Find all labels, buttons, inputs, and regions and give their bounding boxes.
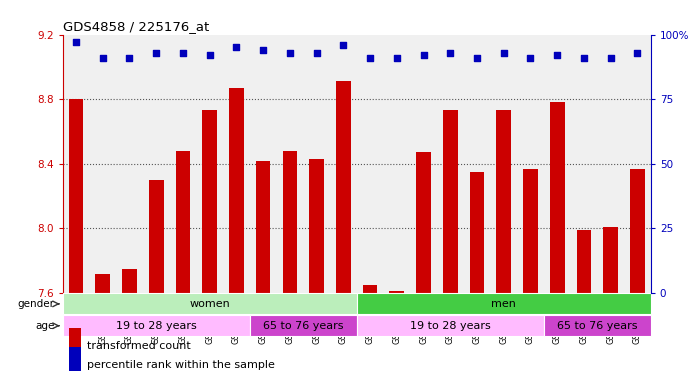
Bar	[630, 169, 644, 293]
Point	[471, 55, 482, 61]
Bar	[283, 151, 297, 293]
Point	[150, 50, 161, 56]
Point	[391, 55, 402, 61]
Bar	[356, 315, 544, 336]
Bar	[550, 103, 564, 293]
Bar	[63, 293, 356, 314]
Point	[632, 50, 643, 56]
Text: percentile rank within the sample: percentile rank within the sample	[87, 359, 275, 370]
Bar	[229, 88, 244, 293]
Point	[124, 55, 135, 61]
Point	[418, 52, 429, 58]
Bar	[95, 273, 110, 293]
Bar	[250, 315, 357, 336]
Point	[204, 52, 215, 58]
Bar	[309, 159, 324, 293]
Text: transformed count: transformed count	[87, 341, 191, 351]
Point	[258, 47, 269, 53]
Point	[231, 45, 242, 51]
Point	[284, 50, 295, 56]
Text: GDS4858 / 225176_at: GDS4858 / 225176_at	[63, 20, 209, 33]
Point	[97, 55, 109, 61]
Point	[338, 42, 349, 48]
Bar	[356, 293, 651, 314]
Point	[578, 55, 590, 61]
Point	[311, 50, 322, 56]
Point	[177, 50, 189, 56]
Bar	[443, 111, 457, 293]
Bar	[363, 285, 377, 293]
Bar	[175, 151, 190, 293]
Text: 19 to 28 years: 19 to 28 years	[410, 321, 491, 331]
Bar	[256, 161, 271, 293]
Point	[605, 55, 616, 61]
Bar	[63, 315, 250, 336]
Text: 65 to 76 years: 65 to 76 years	[557, 321, 638, 331]
Text: 65 to 76 years: 65 to 76 years	[263, 321, 344, 331]
Bar	[68, 328, 81, 352]
Bar	[69, 99, 84, 293]
Point	[498, 50, 509, 56]
Point	[365, 55, 376, 61]
Text: 19 to 28 years: 19 to 28 years	[116, 321, 196, 331]
Bar	[390, 291, 404, 293]
Bar	[149, 180, 164, 293]
Point	[445, 50, 456, 56]
Bar	[122, 269, 137, 293]
Bar	[523, 169, 538, 293]
Bar	[68, 347, 81, 371]
Text: gender: gender	[17, 299, 54, 309]
Bar	[544, 315, 651, 336]
Point	[552, 52, 563, 58]
Bar	[470, 172, 484, 293]
Bar	[496, 111, 511, 293]
Bar	[336, 81, 351, 293]
Bar	[603, 227, 618, 293]
Bar	[416, 152, 431, 293]
Text: women: women	[189, 299, 230, 309]
Text: men: men	[491, 299, 516, 309]
Text: age: age	[35, 321, 54, 331]
Point	[70, 39, 81, 45]
Bar	[203, 111, 217, 293]
Bar	[576, 230, 592, 293]
Point	[525, 55, 536, 61]
